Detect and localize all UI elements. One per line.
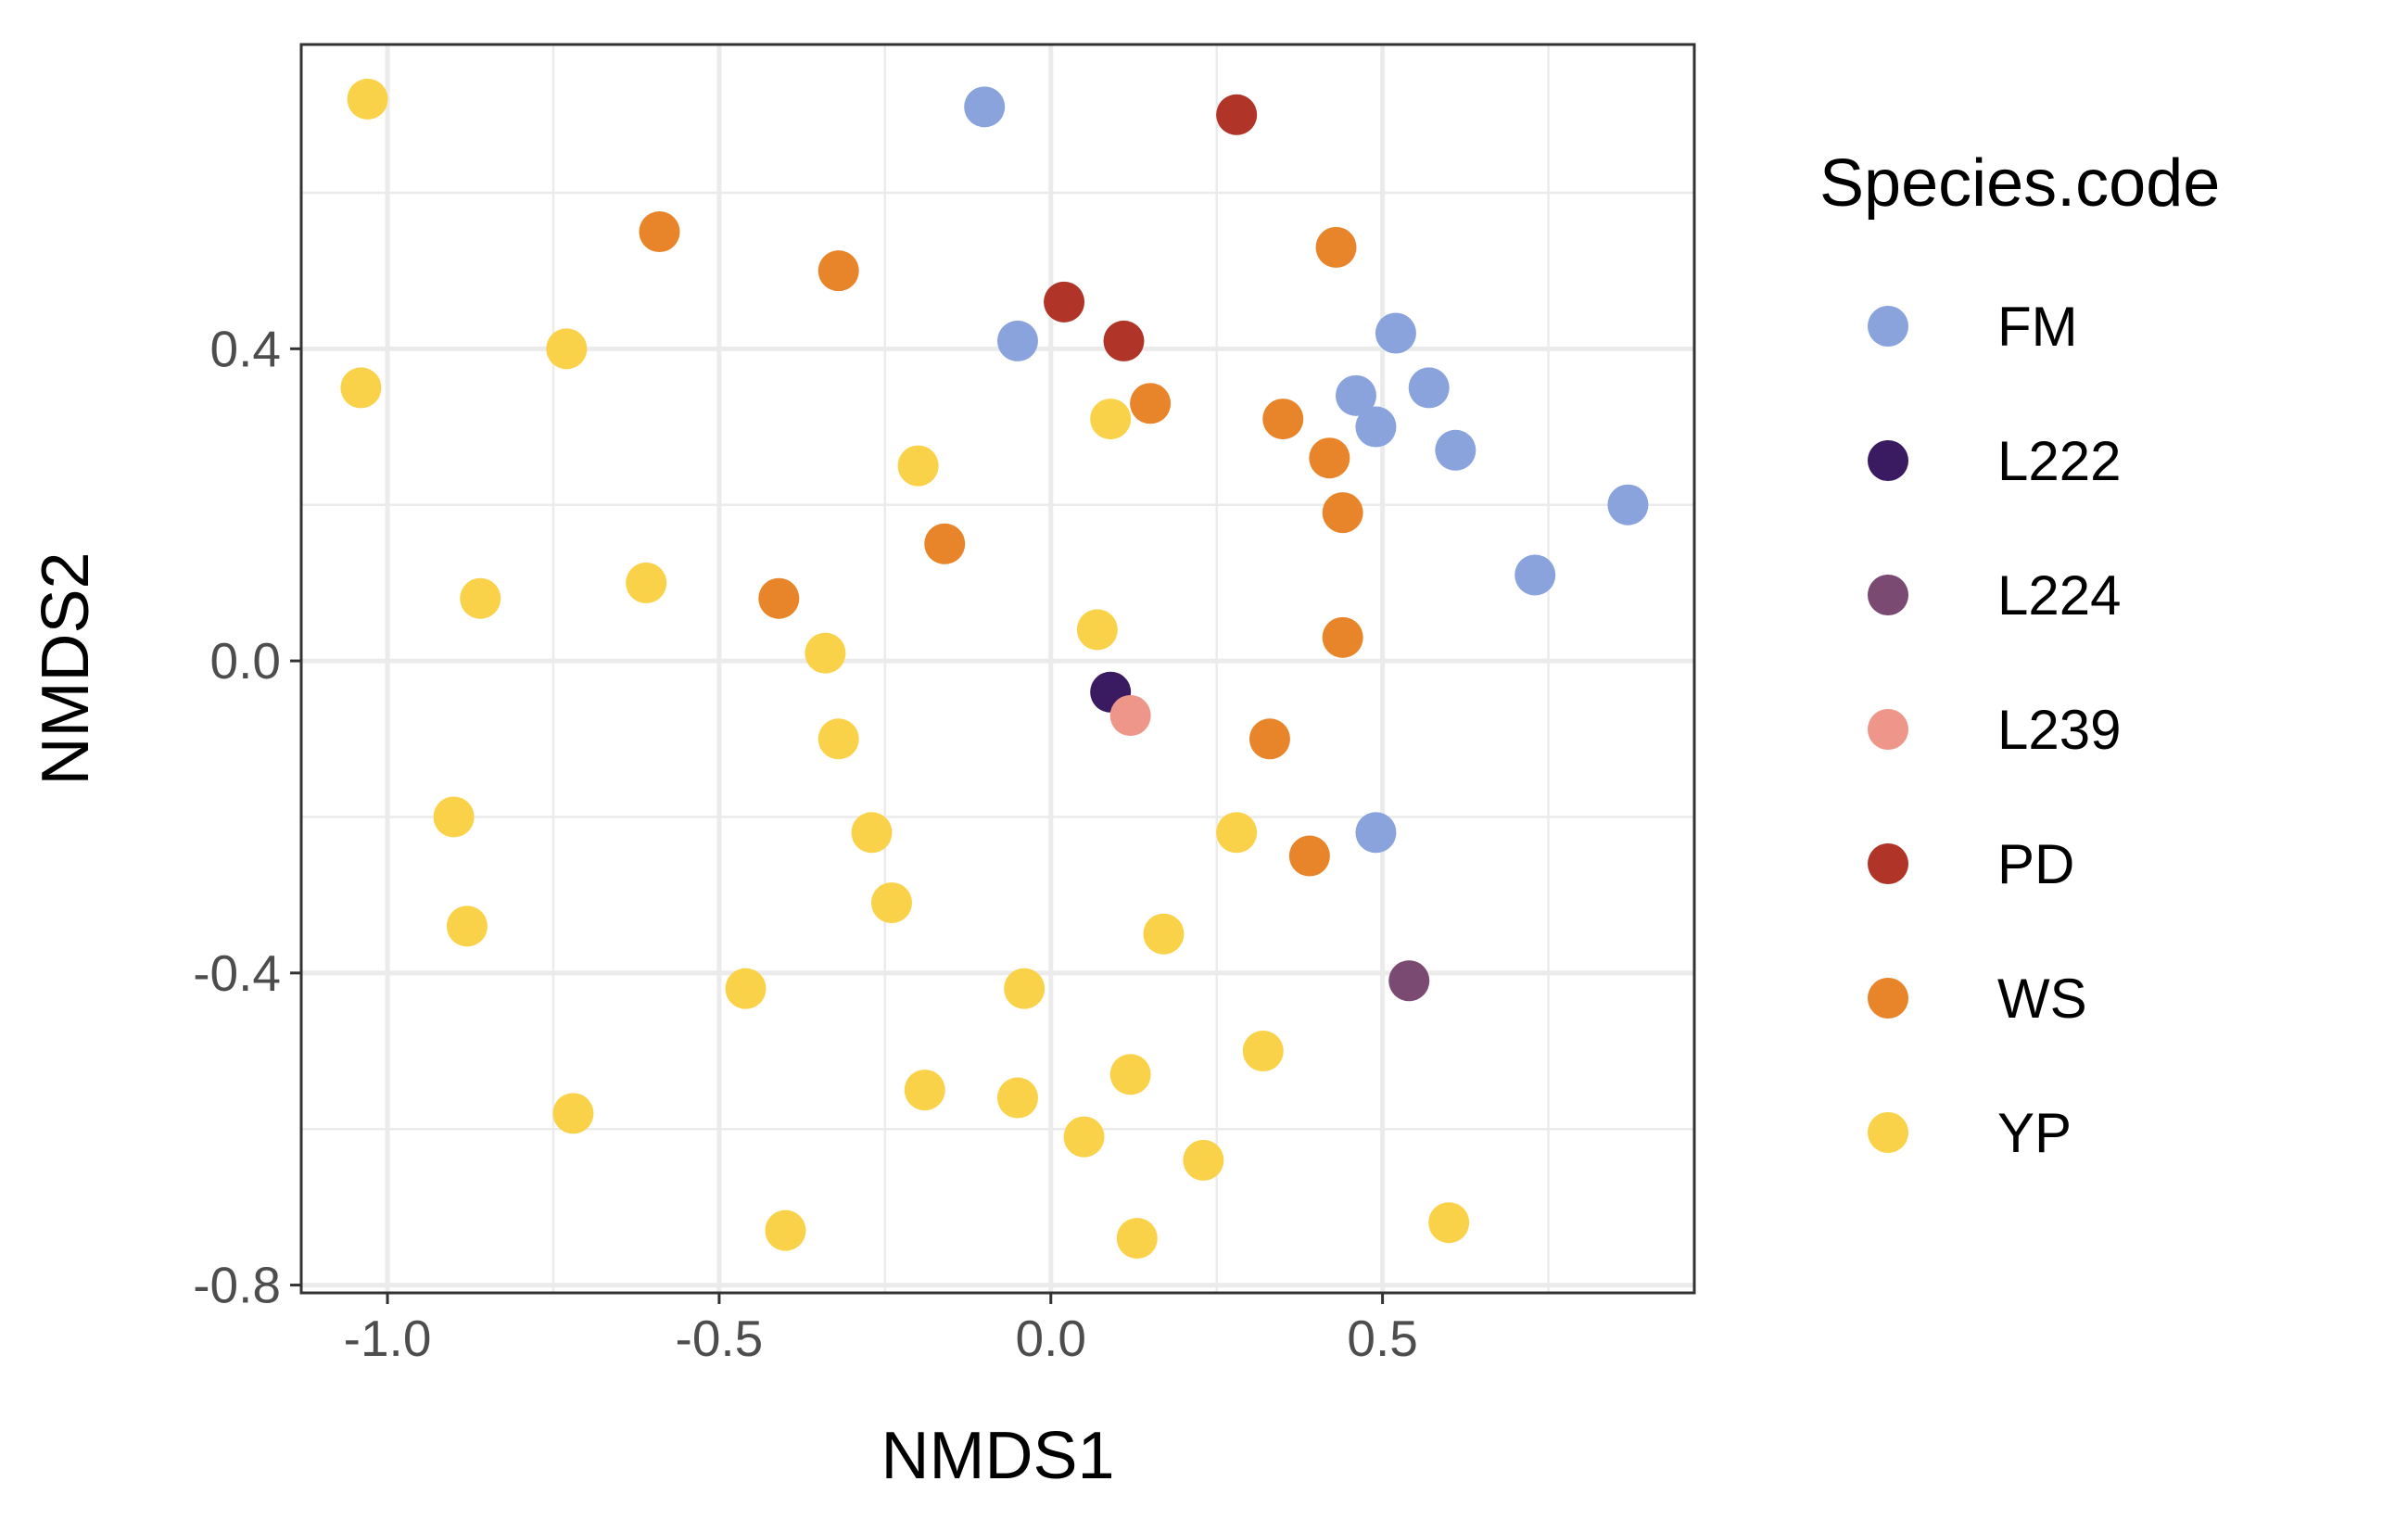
data-point-ws — [758, 577, 800, 619]
data-point-yp — [1143, 913, 1185, 955]
data-point-pd — [1044, 281, 1085, 323]
data-point-ws — [1322, 492, 1363, 534]
data-point-fm — [1335, 374, 1376, 416]
legend-title: Species.code — [1819, 146, 2220, 221]
legend-label-yp: YP — [1997, 1102, 2072, 1164]
legend-key-l222 — [1868, 440, 1908, 481]
legend-label-l239: L239 — [1997, 699, 2121, 761]
data-point-yp — [1183, 1139, 1224, 1181]
x-tick-label: 0.0 — [1016, 1310, 1086, 1367]
data-point-yp — [626, 562, 667, 603]
x-axis-title: NMDS1 — [881, 1419, 1114, 1493]
data-point-ws — [1262, 399, 1304, 440]
legend-label-pd: PD — [1997, 833, 2074, 895]
axis-ticks: -1.0 -0.5 0.0 0.5 -0.8 -0.4 0.0 0.4 — [193, 320, 1418, 1367]
data-point-yp — [1109, 1054, 1151, 1095]
legend-label-l224: L224 — [1997, 564, 2121, 627]
data-point-yp — [1004, 968, 1046, 1009]
data-point-yp — [817, 718, 859, 760]
data-point-fm — [1607, 484, 1649, 525]
data-point-yp — [546, 328, 588, 370]
data-point-yp — [1216, 812, 1258, 854]
y-axis-title: NMDS2 — [29, 551, 103, 785]
y-tick-label: 0.4 — [210, 320, 281, 377]
panel-background — [301, 44, 1694, 1293]
panel-frame — [299, 43, 1696, 1295]
legend-label-l222: L222 — [1997, 430, 2121, 492]
data-point-yp — [897, 445, 939, 487]
data-point-yp — [1428, 1202, 1470, 1244]
x-tick-label: 0.5 — [1347, 1310, 1417, 1367]
data-point-ws — [817, 250, 859, 292]
data-point-fm — [996, 320, 1038, 361]
data-point-fm — [964, 86, 1006, 128]
data-point-pd — [1103, 320, 1145, 361]
data-point-fm — [1355, 406, 1397, 448]
y-tick-label: 0.0 — [210, 632, 281, 690]
y-tick-label: -0.8 — [193, 1257, 281, 1314]
data-point-l239 — [1109, 695, 1151, 737]
y-tick-label: -0.4 — [193, 944, 281, 1002]
data-point-yp — [552, 1093, 594, 1134]
legend-key-l239 — [1868, 709, 1908, 750]
data-point-yp — [433, 796, 475, 838]
legend-key-l224 — [1868, 575, 1908, 615]
data-point-ws — [1309, 437, 1350, 479]
data-point-fm — [1408, 367, 1450, 409]
data-point-ws — [639, 211, 680, 253]
panel-border — [299, 43, 1696, 1295]
data-point-yp — [1090, 399, 1132, 440]
data-point-ws — [924, 523, 966, 564]
data-point-ws — [1248, 718, 1290, 760]
legend: Species.code FM L222 L224 L239 PD WS YP — [1819, 146, 2220, 1164]
data-point-l224 — [1388, 960, 1430, 1002]
x-tick-label: -1.0 — [344, 1310, 432, 1367]
data-point-pd — [1216, 94, 1258, 135]
data-point-yp — [805, 632, 846, 674]
data-point-ws — [1288, 835, 1330, 877]
data-point-fm — [1435, 429, 1476, 471]
data-point-yp — [870, 882, 912, 924]
data-point-fm — [1375, 312, 1416, 354]
data-point-yp — [1076, 609, 1118, 651]
legend-key-yp — [1868, 1112, 1908, 1153]
data-point-yp — [340, 367, 382, 409]
data-point-fm — [1355, 812, 1397, 854]
data-point-ws — [1130, 383, 1172, 424]
legend-label-ws: WS — [1997, 968, 2087, 1030]
data-points — [340, 78, 1649, 1260]
gridlines — [301, 44, 1694, 1293]
data-point-yp — [1063, 1116, 1105, 1158]
legend-label-fm: FM — [1997, 296, 2078, 358]
data-point-ws — [1322, 616, 1363, 658]
data-point-yp — [725, 968, 767, 1009]
data-point-yp — [1242, 1031, 1284, 1072]
data-point-yp — [851, 812, 893, 854]
plot-panel — [301, 44, 1694, 1293]
x-tick-label: -0.5 — [676, 1310, 764, 1367]
data-point-yp — [446, 905, 488, 947]
legend-key-pd — [1868, 843, 1908, 884]
data-point-yp — [460, 577, 501, 619]
data-point-yp — [347, 78, 388, 120]
data-point-fm — [1515, 554, 1556, 596]
data-point-yp — [904, 1070, 945, 1111]
legend-key-fm — [1868, 306, 1908, 347]
data-point-yp — [1116, 1218, 1158, 1260]
data-point-yp — [996, 1077, 1038, 1119]
data-point-yp — [765, 1209, 806, 1251]
legend-key-ws — [1868, 978, 1908, 1019]
data-point-ws — [1315, 226, 1357, 268]
